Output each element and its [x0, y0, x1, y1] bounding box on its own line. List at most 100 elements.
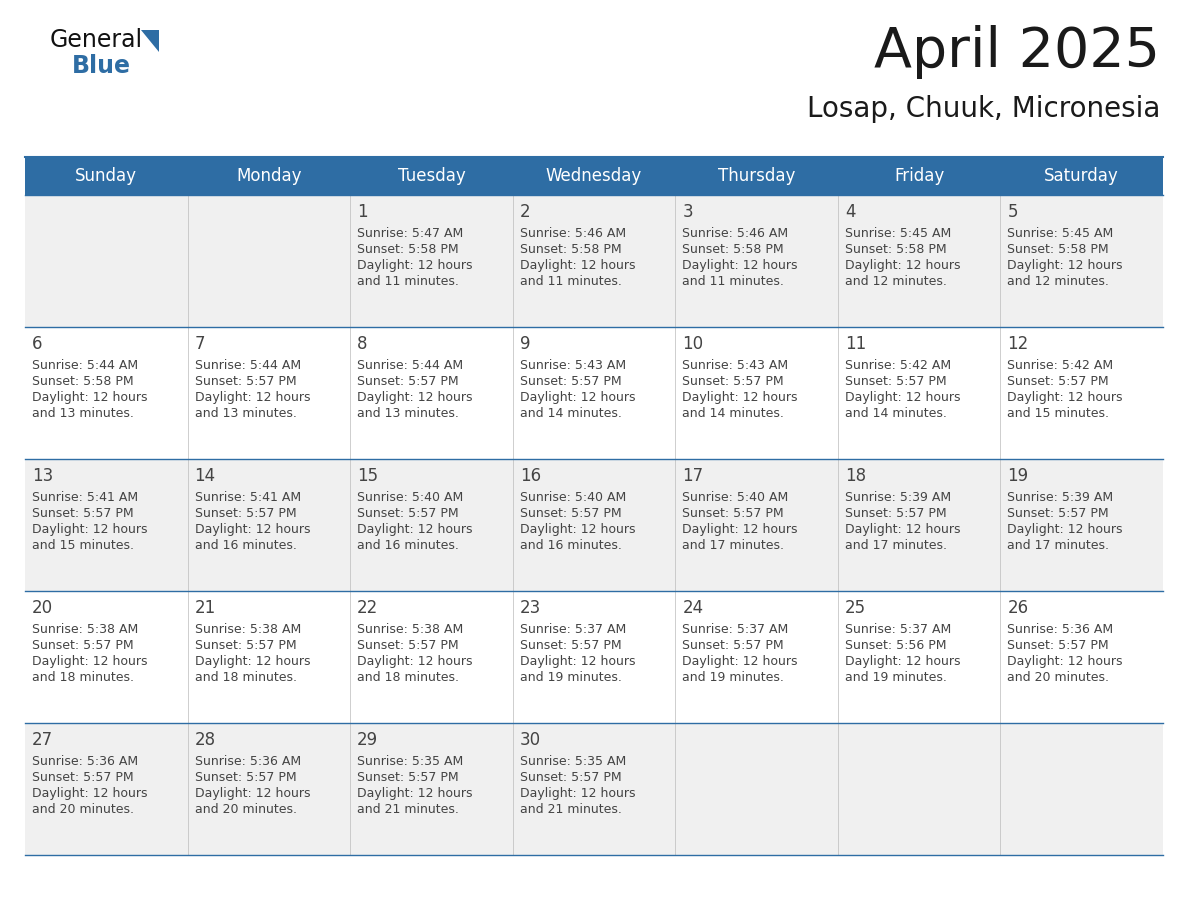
Text: Daylight: 12 hours: Daylight: 12 hours — [1007, 655, 1123, 668]
Text: Sunrise: 5:41 AM: Sunrise: 5:41 AM — [32, 491, 138, 504]
Text: Sunset: 5:57 PM: Sunset: 5:57 PM — [32, 771, 133, 784]
Text: 7: 7 — [195, 335, 206, 353]
Text: Sunrise: 5:47 AM: Sunrise: 5:47 AM — [358, 227, 463, 240]
Text: Daylight: 12 hours: Daylight: 12 hours — [845, 523, 960, 536]
Text: 12: 12 — [1007, 335, 1029, 353]
Text: Friday: Friday — [895, 167, 944, 185]
Text: Sunset: 5:57 PM: Sunset: 5:57 PM — [519, 771, 621, 784]
Text: Sunrise: 5:37 AM: Sunrise: 5:37 AM — [519, 623, 626, 636]
Text: Sunrise: 5:39 AM: Sunrise: 5:39 AM — [845, 491, 950, 504]
Text: Sunset: 5:57 PM: Sunset: 5:57 PM — [195, 771, 296, 784]
Text: Daylight: 12 hours: Daylight: 12 hours — [1007, 259, 1123, 272]
Text: General: General — [50, 28, 143, 52]
Text: 2: 2 — [519, 203, 530, 221]
Text: Sunset: 5:58 PM: Sunset: 5:58 PM — [845, 243, 947, 256]
Text: and 13 minutes.: and 13 minutes. — [195, 407, 297, 420]
Text: Daylight: 12 hours: Daylight: 12 hours — [845, 655, 960, 668]
Text: Daylight: 12 hours: Daylight: 12 hours — [195, 523, 310, 536]
Text: and 14 minutes.: and 14 minutes. — [845, 407, 947, 420]
Text: Sunset: 5:57 PM: Sunset: 5:57 PM — [32, 507, 133, 520]
Text: and 19 minutes.: and 19 minutes. — [519, 671, 621, 684]
Text: Losap, Chuuk, Micronesia: Losap, Chuuk, Micronesia — [807, 95, 1159, 123]
Bar — [25, 591, 1163, 723]
Text: Daylight: 12 hours: Daylight: 12 hours — [32, 391, 147, 404]
Text: Sunset: 5:57 PM: Sunset: 5:57 PM — [195, 639, 296, 652]
Text: and 16 minutes.: and 16 minutes. — [358, 539, 459, 552]
Text: Sunrise: 5:42 AM: Sunrise: 5:42 AM — [1007, 359, 1113, 372]
Text: and 12 minutes.: and 12 minutes. — [845, 275, 947, 288]
Text: and 11 minutes.: and 11 minutes. — [358, 275, 459, 288]
Text: Sunrise: 5:41 AM: Sunrise: 5:41 AM — [195, 491, 301, 504]
Text: Sunset: 5:57 PM: Sunset: 5:57 PM — [519, 375, 621, 388]
Text: Sunset: 5:58 PM: Sunset: 5:58 PM — [1007, 243, 1110, 256]
Text: and 13 minutes.: and 13 minutes. — [32, 407, 134, 420]
Text: Daylight: 12 hours: Daylight: 12 hours — [682, 391, 798, 404]
Text: and 17 minutes.: and 17 minutes. — [1007, 539, 1110, 552]
Text: Sunset: 5:58 PM: Sunset: 5:58 PM — [358, 243, 459, 256]
Text: Sunset: 5:57 PM: Sunset: 5:57 PM — [358, 375, 459, 388]
Text: and 14 minutes.: and 14 minutes. — [519, 407, 621, 420]
Text: 15: 15 — [358, 467, 378, 485]
Text: and 15 minutes.: and 15 minutes. — [1007, 407, 1110, 420]
Text: and 16 minutes.: and 16 minutes. — [195, 539, 297, 552]
Text: and 13 minutes.: and 13 minutes. — [358, 407, 459, 420]
Text: Daylight: 12 hours: Daylight: 12 hours — [1007, 391, 1123, 404]
Text: 10: 10 — [682, 335, 703, 353]
Text: 20: 20 — [32, 599, 53, 617]
Text: and 19 minutes.: and 19 minutes. — [682, 671, 784, 684]
Text: Daylight: 12 hours: Daylight: 12 hours — [682, 259, 798, 272]
Text: Daylight: 12 hours: Daylight: 12 hours — [519, 523, 636, 536]
Text: Sunrise: 5:44 AM: Sunrise: 5:44 AM — [32, 359, 138, 372]
Text: Sunset: 5:57 PM: Sunset: 5:57 PM — [1007, 639, 1110, 652]
Text: Daylight: 12 hours: Daylight: 12 hours — [519, 787, 636, 800]
Text: Daylight: 12 hours: Daylight: 12 hours — [845, 259, 960, 272]
Text: Sunrise: 5:39 AM: Sunrise: 5:39 AM — [1007, 491, 1113, 504]
Text: and 21 minutes.: and 21 minutes. — [519, 803, 621, 816]
Text: 6: 6 — [32, 335, 43, 353]
Text: Daylight: 12 hours: Daylight: 12 hours — [682, 523, 798, 536]
Text: 11: 11 — [845, 335, 866, 353]
Text: and 15 minutes.: and 15 minutes. — [32, 539, 134, 552]
Bar — [25, 157, 1163, 195]
Text: Daylight: 12 hours: Daylight: 12 hours — [358, 655, 473, 668]
Bar — [25, 195, 1163, 327]
Text: 3: 3 — [682, 203, 693, 221]
Text: April 2025: April 2025 — [874, 25, 1159, 79]
Text: Sunrise: 5:38 AM: Sunrise: 5:38 AM — [358, 623, 463, 636]
Text: Sunrise: 5:36 AM: Sunrise: 5:36 AM — [195, 755, 301, 768]
Text: 9: 9 — [519, 335, 530, 353]
Text: 8: 8 — [358, 335, 367, 353]
Text: and 21 minutes.: and 21 minutes. — [358, 803, 459, 816]
Text: Daylight: 12 hours: Daylight: 12 hours — [32, 655, 147, 668]
Text: Sunrise: 5:38 AM: Sunrise: 5:38 AM — [32, 623, 138, 636]
Text: Sunrise: 5:38 AM: Sunrise: 5:38 AM — [195, 623, 301, 636]
Text: Daylight: 12 hours: Daylight: 12 hours — [358, 787, 473, 800]
Text: Sunset: 5:58 PM: Sunset: 5:58 PM — [519, 243, 621, 256]
Text: Sunset: 5:57 PM: Sunset: 5:57 PM — [682, 639, 784, 652]
Text: Sunrise: 5:46 AM: Sunrise: 5:46 AM — [519, 227, 626, 240]
Text: Daylight: 12 hours: Daylight: 12 hours — [682, 655, 798, 668]
Text: and 18 minutes.: and 18 minutes. — [358, 671, 459, 684]
Text: Sunrise: 5:40 AM: Sunrise: 5:40 AM — [519, 491, 626, 504]
Text: Sunset: 5:57 PM: Sunset: 5:57 PM — [32, 639, 133, 652]
Text: and 16 minutes.: and 16 minutes. — [519, 539, 621, 552]
Text: 5: 5 — [1007, 203, 1018, 221]
Text: Sunrise: 5:40 AM: Sunrise: 5:40 AM — [682, 491, 789, 504]
Text: Sunset: 5:57 PM: Sunset: 5:57 PM — [358, 771, 459, 784]
Text: 13: 13 — [32, 467, 53, 485]
Text: 23: 23 — [519, 599, 541, 617]
Text: Sunset: 5:57 PM: Sunset: 5:57 PM — [195, 375, 296, 388]
Text: Sunset: 5:57 PM: Sunset: 5:57 PM — [519, 507, 621, 520]
Text: and 17 minutes.: and 17 minutes. — [682, 539, 784, 552]
Text: Daylight: 12 hours: Daylight: 12 hours — [519, 259, 636, 272]
Text: 21: 21 — [195, 599, 216, 617]
Text: 26: 26 — [1007, 599, 1029, 617]
Text: 4: 4 — [845, 203, 855, 221]
Text: Sunrise: 5:37 AM: Sunrise: 5:37 AM — [682, 623, 789, 636]
Text: and 11 minutes.: and 11 minutes. — [519, 275, 621, 288]
Text: 29: 29 — [358, 731, 378, 749]
Text: and 14 minutes.: and 14 minutes. — [682, 407, 784, 420]
Bar — [25, 723, 1163, 855]
Text: Sunset: 5:57 PM: Sunset: 5:57 PM — [1007, 375, 1110, 388]
Text: Tuesday: Tuesday — [398, 167, 466, 185]
